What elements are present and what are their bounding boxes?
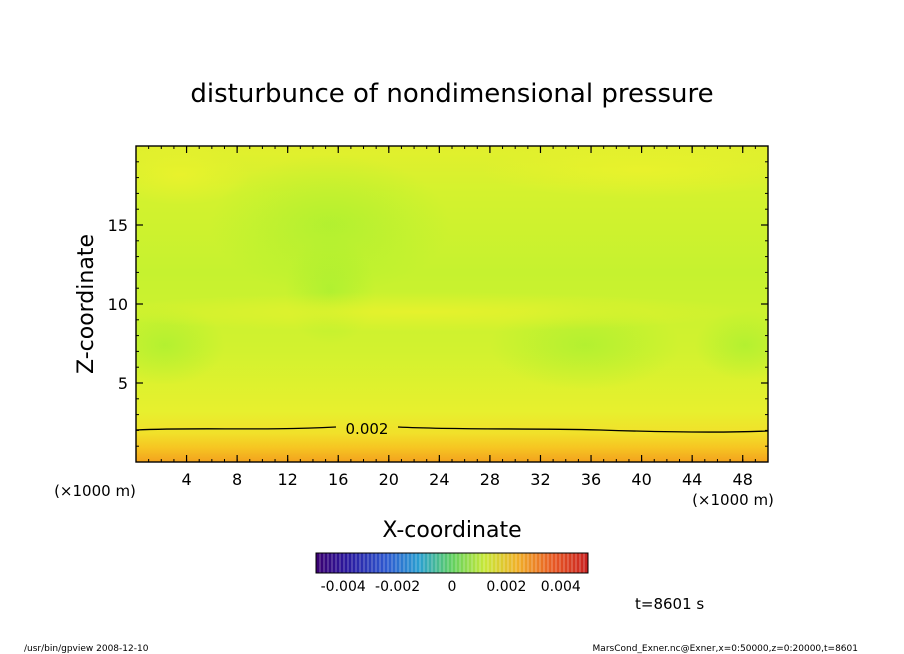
x-tick-label: 44 <box>682 470 702 489</box>
y-axis-label: Z-coordinate <box>74 234 99 374</box>
x-tick-label: 8 <box>232 470 242 489</box>
colorbar-stripes <box>319 553 585 573</box>
colorbar-gradient <box>316 553 588 573</box>
x-tick-label: 24 <box>429 470 449 489</box>
field-anomaly-upper-center <box>210 155 450 295</box>
colorbar: -0.004 -0.002 0 0.002 0.004 <box>315 552 589 595</box>
x-tick-label: 20 <box>379 470 399 489</box>
contour-line <box>136 426 768 433</box>
colorbar-tick-label: 0.002 <box>486 579 526 595</box>
field-band-yellow-left <box>136 146 250 205</box>
x-tick-label: 16 <box>328 470 348 489</box>
contour-label: 0.002 <box>346 420 389 438</box>
x-tick-label: 40 <box>631 470 651 489</box>
x-tick-label: 36 <box>581 470 601 489</box>
x-axis-ticks: 4 8 12 16 20 24 28 32 36 40 44 48 <box>148 146 756 489</box>
field-band-yellow-top <box>480 146 768 198</box>
x-tick-label: 48 <box>733 470 753 489</box>
field-band-yellow-mid <box>136 292 750 332</box>
x-tick-label: 12 <box>278 470 298 489</box>
y-tick-label: 15 <box>108 216 128 235</box>
x-tick-label: 28 <box>480 470 500 489</box>
colorbar-labels: -0.004 -0.002 0 0.002 0.004 <box>321 579 581 595</box>
x-tick-label: 32 <box>530 470 550 489</box>
colorbar-tick-label: 0.004 <box>541 579 581 595</box>
field-anomaly-far-right <box>695 310 768 380</box>
x-axis-unit-left: (×1000 m) <box>54 482 136 500</box>
colorbar-tick-label: 0 <box>448 579 457 595</box>
colorbar-tick-label: -0.004 <box>321 579 366 595</box>
plot-area: 0.002 <box>136 146 768 462</box>
time-label: t=8601 s <box>635 595 704 613</box>
colorbar-tick-label: -0.002 <box>375 579 420 595</box>
y-tick-label: 5 <box>118 374 128 393</box>
y-axis-ticks: 5 10 15 <box>108 161 768 447</box>
y-tick-label: 10 <box>108 295 128 314</box>
x-axis-unit-right: (×1000 m) <box>692 491 774 509</box>
x-tick-label: 4 <box>181 470 191 489</box>
x-axis-label: X-coordinate <box>382 518 521 543</box>
chart-title: disturbunce of nondimensional pressure <box>190 79 713 109</box>
footer-right: MarsCond_Exner.nc@Exner,x=0:50000,z=0:20… <box>593 644 858 654</box>
footer-left: /usr/bin/gpview 2008-12-10 <box>24 644 149 654</box>
colorbar-frame <box>315 552 589 574</box>
